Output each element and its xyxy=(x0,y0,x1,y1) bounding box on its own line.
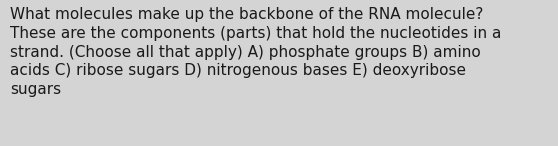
Text: What molecules make up the backbone of the RNA molecule?
These are the component: What molecules make up the backbone of t… xyxy=(10,7,502,97)
